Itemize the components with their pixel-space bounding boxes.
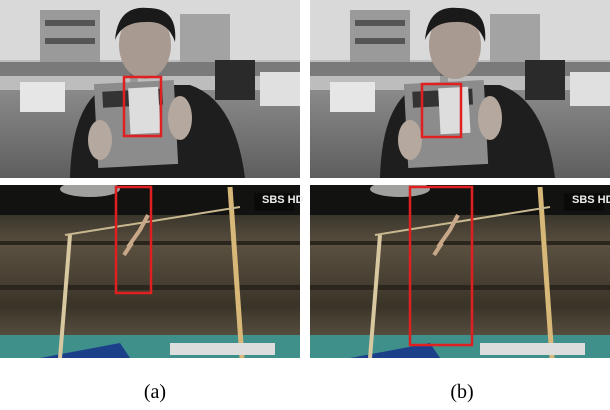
tracking-box xyxy=(408,185,474,347)
tracking-box xyxy=(122,75,163,138)
logo-text: SBS HD xyxy=(262,194,304,206)
tracking-boxes xyxy=(114,75,474,347)
logo-text: SBS HD xyxy=(572,194,610,206)
tracking-box xyxy=(420,82,463,139)
tracking-box xyxy=(114,185,153,295)
caption: (b) xyxy=(450,381,473,403)
frame-image xyxy=(0,0,300,178)
frame-image xyxy=(310,181,610,358)
caption: (a) xyxy=(144,381,166,403)
